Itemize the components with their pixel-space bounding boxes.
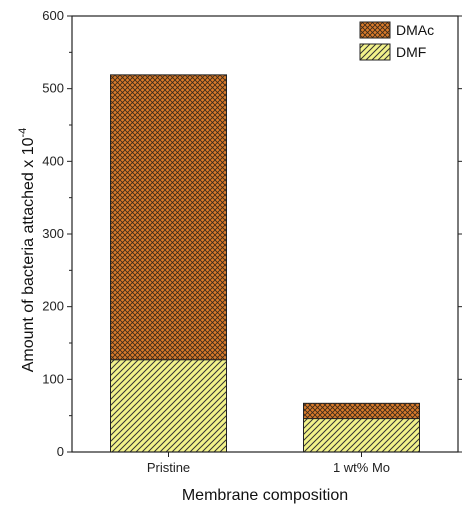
y-tick-label-6: 600 [42, 8, 64, 23]
x-tick-label-0: Pristine [147, 460, 190, 475]
plot-area: Pristine 1 wt% Mo 0 100 200 300 400 500 600 [42, 8, 462, 475]
y-tick-label-2: 200 [42, 299, 64, 314]
legend-label-dmac: DMAc [396, 22, 434, 38]
x-tick-label-1: 1 wt% Mo [333, 460, 390, 475]
plot-frame [71, 15, 459, 453]
legend-swatch-dmac [359, 21, 391, 39]
legend-swatch-dmf [359, 43, 391, 61]
y-tick-label-5: 500 [42, 81, 64, 96]
bar-dmf-1 [303, 418, 420, 453]
y-tick-label-3: 300 [42, 226, 64, 241]
y-axis-title-text: Amount of bacteria attached x 10 [20, 137, 37, 372]
legend-label-dmf: DMF [396, 44, 426, 60]
legend: DMAc DMF [359, 21, 434, 61]
bar-dmf-0 [110, 359, 227, 453]
y-axis-title: Amount of bacteria attached x 10-4 [17, 128, 37, 373]
y-tick-label-0: 0 [57, 444, 64, 459]
y-axis-title-exponent: -4 [17, 128, 29, 138]
y-tick-label-4: 400 [42, 153, 64, 168]
bar-dmac-1 [303, 402, 420, 420]
x-axis-title: Membrane composition [182, 487, 348, 504]
bar-dmac-0 [110, 74, 227, 361]
y-tick-label-1: 100 [42, 371, 64, 386]
